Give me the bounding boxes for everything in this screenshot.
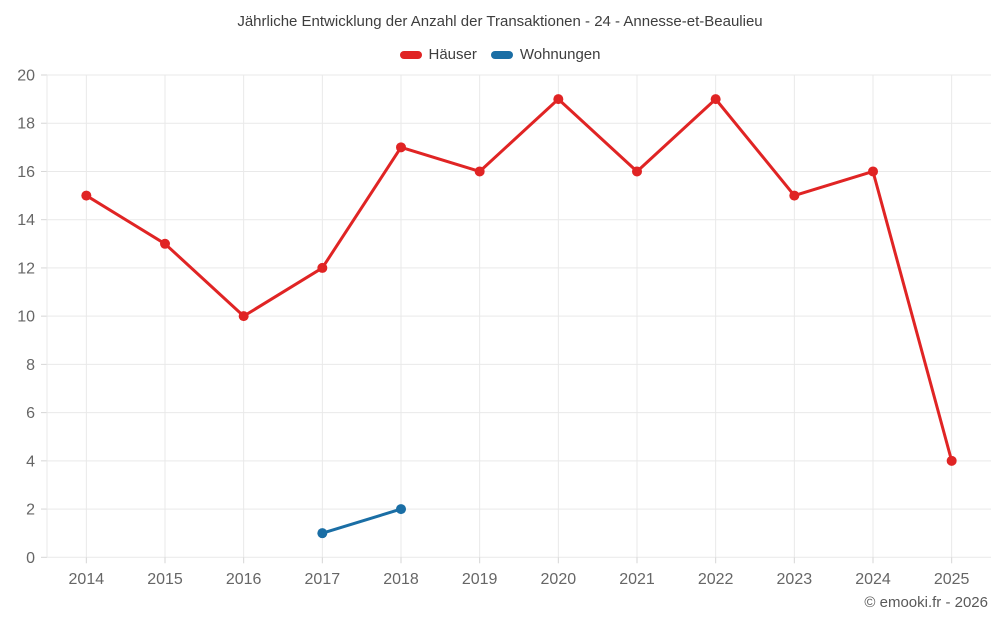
series-line-wohnungen — [320, 507, 403, 535]
data-point-hauser-2018[interactable] — [396, 142, 406, 153]
y-axis-label-16: 16 — [17, 164, 35, 181]
data-point-hauser-2024[interactable] — [868, 166, 878, 177]
x-axis-label-2020: 2020 — [541, 571, 577, 588]
data-point-hauser-2014[interactable] — [81, 190, 92, 201]
y-axis-label-20: 20 — [17, 68, 35, 85]
data-point-wohnungen-2017[interactable] — [317, 528, 328, 539]
y-axis-label-4: 4 — [26, 453, 35, 470]
copyright-label: © emooki.fr - 2026 — [864, 594, 988, 611]
x-axis-label-2022: 2022 — [698, 571, 734, 588]
y-axis-label-10: 10 — [17, 309, 35, 326]
x-axis-label-2016: 2016 — [226, 571, 262, 588]
x-axis-label-2018: 2018 — [383, 571, 419, 588]
data-point-wohnungen-2018[interactable] — [396, 504, 406, 515]
data-point-hauser-2015[interactable] — [160, 238, 170, 249]
y-axis-label-14: 14 — [17, 212, 35, 229]
x-axis-label-2021: 2021 — [619, 571, 655, 588]
data-point-hauser-2019[interactable] — [474, 166, 485, 177]
data-point-hauser-2016[interactable] — [238, 311, 249, 322]
data-point-hauser-2020[interactable] — [553, 94, 564, 105]
y-axis-label-0: 0 — [26, 550, 35, 567]
y-axis-label-18: 18 — [17, 116, 35, 133]
x-axis-label-2024: 2024 — [855, 571, 891, 588]
y-axis-label-2: 2 — [26, 502, 35, 519]
data-point-hauser-2017[interactable] — [317, 262, 328, 273]
legend-swatch-hauser — [399, 50, 422, 59]
legend-label-wohnungen: Wohnungen — [519, 46, 601, 63]
data-point-hauser-2022[interactable] — [710, 94, 721, 105]
x-axis-label-2015: 2015 — [147, 571, 183, 588]
series-line-hauser — [84, 97, 954, 463]
data-point-hauser-2023[interactable] — [789, 190, 800, 201]
x-axis-label-2014: 2014 — [69, 571, 105, 588]
y-axis-label-6: 6 — [26, 405, 35, 422]
x-axis-label-2019: 2019 — [462, 571, 498, 588]
y-axis-label-12: 12 — [17, 260, 35, 277]
legend-label-hauser: Häuser — [428, 46, 477, 63]
y-axis-label-8: 8 — [26, 357, 35, 374]
x-axis-label-2023: 2023 — [777, 571, 813, 588]
legend-item-hauser[interactable]: Häuser — [399, 46, 477, 63]
chart-legend: Häuser Wohnungen — [0, 46, 1000, 63]
x-axis-label-2017: 2017 — [305, 571, 341, 588]
data-point-hauser-2025[interactable] — [946, 455, 957, 466]
legend-swatch-wohnungen — [490, 50, 513, 59]
legend-item-wohnungen[interactable]: Wohnungen — [490, 46, 601, 63]
data-point-hauser-2021[interactable] — [632, 166, 642, 177]
x-axis-label-2025: 2025 — [934, 571, 970, 588]
chart-title: Jährliche Entwicklung der Anzahl der Tra… — [237, 13, 763, 30]
